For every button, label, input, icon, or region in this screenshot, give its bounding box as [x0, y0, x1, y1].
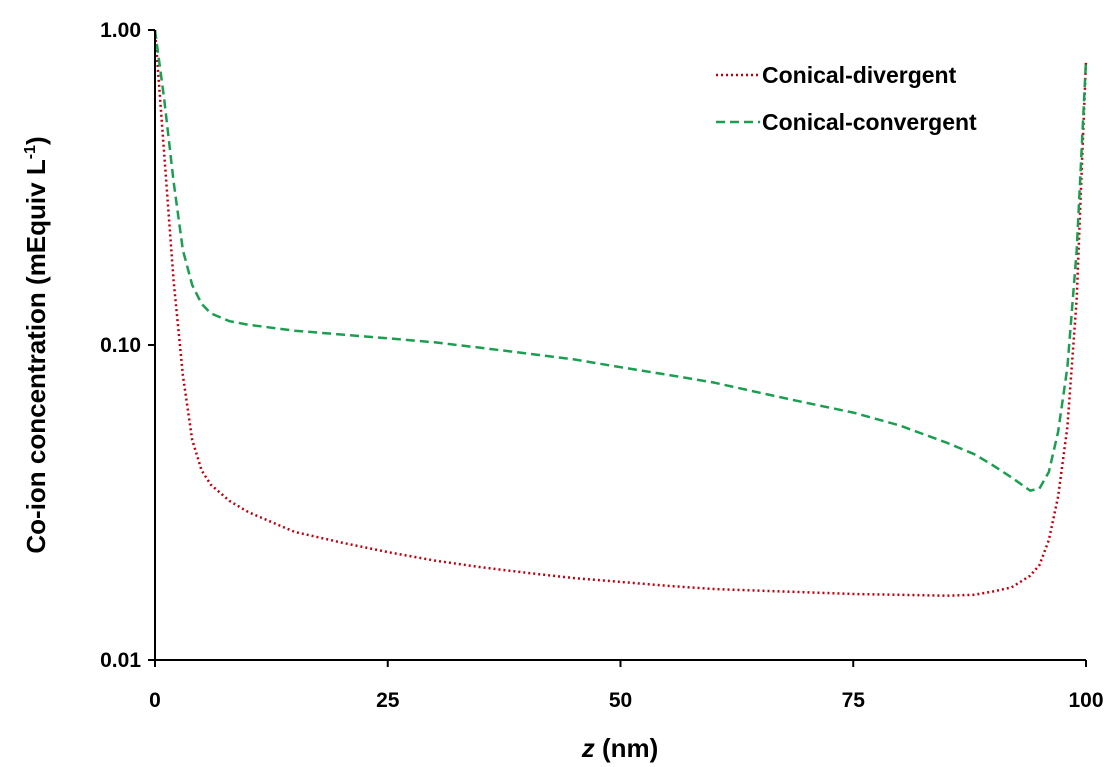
legend: Conical-divergent Conical-convergent [716, 62, 977, 135]
x-axis-title: z (nm) [581, 733, 659, 763]
y-axis-title: Co-ion concentration (mEquiv L-1) [21, 136, 51, 553]
plot-lines [153, 29, 1088, 597]
x-tick-label: 50 [609, 689, 632, 712]
y-tick-label: 0.10 [100, 334, 141, 357]
x-axis-variable: z [581, 733, 595, 763]
x-tick-label: 100 [1068, 689, 1103, 712]
x-ticks: 0 25 50 75 100 [149, 660, 1104, 712]
y-tick-label: 1.00 [100, 19, 141, 42]
y-axis-title-end: ) [21, 136, 51, 145]
legend-label-conical-divergent: Conical-divergent [762, 62, 957, 88]
x-tick-label: 25 [376, 689, 400, 712]
x-tick-label: 0 [149, 689, 161, 712]
x-tick-label: 75 [842, 689, 866, 712]
y-tick-label: 0.01 [100, 649, 141, 672]
y-axis-title-superscript: -1 [22, 145, 39, 159]
y-ticks: 0.01 0.10 1.00 [100, 19, 155, 672]
y-axis-title-main: Co-ion concentration (mEquiv L [21, 159, 51, 553]
series-line-conical-convergent [153, 29, 1088, 492]
x-axis-unit: (nm) [595, 733, 659, 763]
legend-label-conical-convergent: Conical-convergent [762, 109, 977, 135]
series-line-conical-divergent [153, 29, 1088, 597]
